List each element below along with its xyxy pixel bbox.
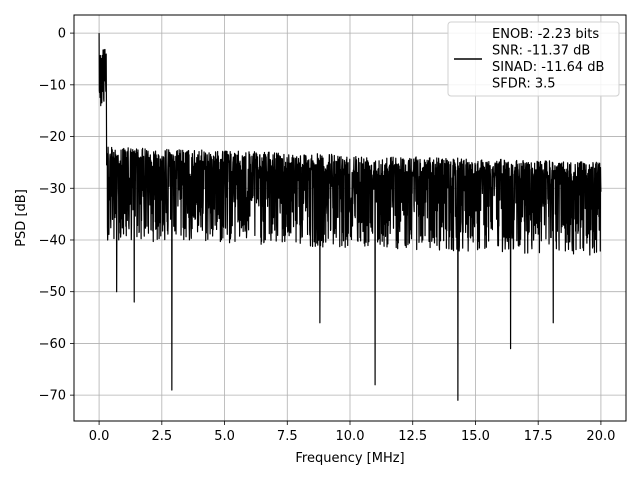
- legend-box: [447, 21, 620, 97]
- x-tick-label: 17.5: [524, 429, 553, 444]
- series-layer: [98, 33, 602, 401]
- legend-entry-line: SNR: -11.37 dB: [492, 44, 590, 59]
- x-axis-label: Frequency [MHz]: [295, 451, 404, 466]
- y-tick-label: −70: [39, 389, 66, 404]
- legend-entry-line: SFDR: 3.5: [492, 77, 556, 92]
- x-tick-label: 15.0: [461, 429, 490, 444]
- ticks: 0.0 2.5 5.0 7.5 10.0 12.5 15.0 17.5 20.0 0 −10 −20 −…: [39, 27, 616, 444]
- y-tick-label: −60: [39, 337, 66, 352]
- x-tick-label: 10.0: [336, 429, 365, 444]
- y-tick-label: −30: [39, 182, 66, 197]
- x-tick-label: 7.5: [277, 429, 298, 444]
- y-tick-label: −20: [39, 130, 66, 145]
- y-tick-label: −50: [39, 285, 66, 300]
- x-tick-label: 12.5: [398, 429, 427, 444]
- x-tick-label: 2.5: [151, 429, 172, 444]
- x-tick-label: 0.0: [89, 429, 110, 444]
- legend-entry-line: ENOB: -2.23 bits: [492, 27, 599, 42]
- x-tick-label: 20.0: [586, 429, 615, 444]
- y-tick-label: −40: [39, 233, 66, 248]
- y-tick-label: −10: [39, 78, 66, 93]
- x-tick-label: 5.0: [214, 429, 235, 444]
- y-axis-label: PSD [dB]: [14, 189, 29, 247]
- y-tick-label: 0: [58, 27, 66, 42]
- legend-entry-line: SINAD: -11.64 dB: [492, 60, 604, 75]
- psd-series-line: [98, 33, 602, 401]
